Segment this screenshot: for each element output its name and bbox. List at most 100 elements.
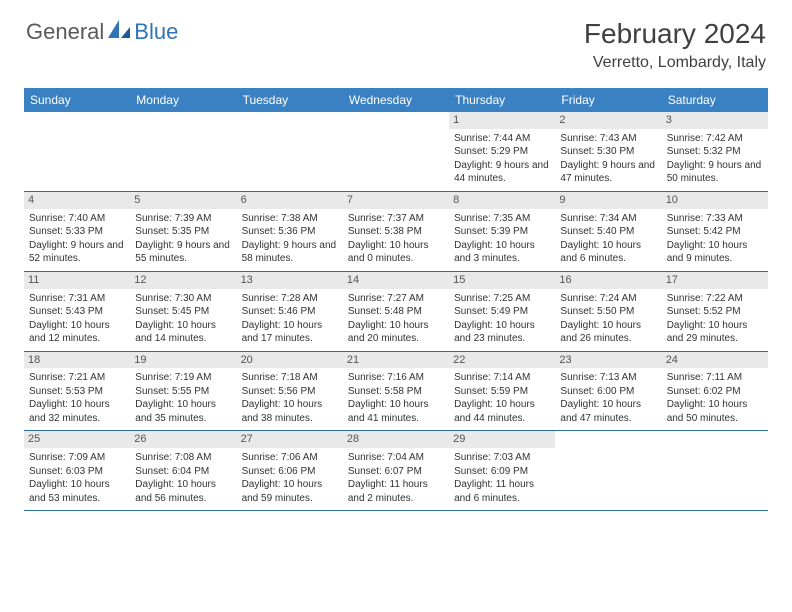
daylight-text: Daylight: 10 hours and 0 minutes. [348, 239, 444, 266]
logo-sail-icon [106, 18, 132, 45]
sunrise-text: Sunrise: 7:35 AM [454, 212, 550, 226]
day-number: 14 [343, 272, 449, 289]
daylight-text: Daylight: 9 hours and 52 minutes. [29, 239, 125, 266]
day-number: 4 [24, 192, 130, 209]
sunset-text: Sunset: 5:55 PM [135, 385, 231, 399]
calendar-day-cell [555, 431, 661, 510]
calendar-day-cell: 7Sunrise: 7:37 AMSunset: 5:38 PMDaylight… [343, 192, 449, 271]
weekday-header-row: Sunday Monday Tuesday Wednesday Thursday… [24, 88, 768, 112]
day-number: 9 [555, 192, 661, 209]
calendar-grid: Sunday Monday Tuesday Wednesday Thursday… [24, 88, 768, 511]
sunset-text: Sunset: 5:59 PM [454, 385, 550, 399]
sunrise-text: Sunrise: 7:08 AM [135, 451, 231, 465]
day-number: 16 [555, 272, 661, 289]
calendar-day-cell: 20Sunrise: 7:18 AMSunset: 5:56 PMDayligh… [237, 352, 343, 431]
calendar-week-row: 25Sunrise: 7:09 AMSunset: 6:03 PMDayligh… [24, 431, 768, 511]
day-number: 15 [449, 272, 555, 289]
day-number: 6 [237, 192, 343, 209]
calendar-day-cell: 2Sunrise: 7:43 AMSunset: 5:30 PMDaylight… [555, 112, 661, 191]
daylight-text: Daylight: 10 hours and 47 minutes. [560, 398, 656, 425]
sunset-text: Sunset: 5:52 PM [667, 305, 763, 319]
day-number: 21 [343, 352, 449, 369]
daylight-text: Daylight: 10 hours and 35 minutes. [135, 398, 231, 425]
sunset-text: Sunset: 5:35 PM [135, 225, 231, 239]
sunset-text: Sunset: 5:46 PM [242, 305, 338, 319]
sunset-text: Sunset: 6:04 PM [135, 465, 231, 479]
calendar-day-cell: 22Sunrise: 7:14 AMSunset: 5:59 PMDayligh… [449, 352, 555, 431]
calendar-day-cell: 5Sunrise: 7:39 AMSunset: 5:35 PMDaylight… [130, 192, 236, 271]
day-number: 5 [130, 192, 236, 209]
daylight-text: Daylight: 10 hours and 6 minutes. [560, 239, 656, 266]
daylight-text: Daylight: 10 hours and 14 minutes. [135, 319, 231, 346]
sunrise-text: Sunrise: 7:24 AM [560, 292, 656, 306]
day-number: 10 [662, 192, 768, 209]
daylight-text: Daylight: 10 hours and 23 minutes. [454, 319, 550, 346]
calendar-week-row: 1Sunrise: 7:44 AMSunset: 5:29 PMDaylight… [24, 112, 768, 192]
calendar-day-cell: 24Sunrise: 7:11 AMSunset: 6:02 PMDayligh… [662, 352, 768, 431]
sunrise-text: Sunrise: 7:31 AM [29, 292, 125, 306]
title-block: February 2024 Verretto, Lombardy, Italy [584, 18, 766, 72]
sunset-text: Sunset: 6:02 PM [667, 385, 763, 399]
daylight-text: Daylight: 10 hours and 56 minutes. [135, 478, 231, 505]
calendar-day-cell [343, 112, 449, 191]
day-number: 19 [130, 352, 236, 369]
calendar-day-cell: 18Sunrise: 7:21 AMSunset: 5:53 PMDayligh… [24, 352, 130, 431]
calendar-week-row: 4Sunrise: 7:40 AMSunset: 5:33 PMDaylight… [24, 192, 768, 272]
calendar-day-cell: 27Sunrise: 7:06 AMSunset: 6:06 PMDayligh… [237, 431, 343, 510]
sunset-text: Sunset: 6:09 PM [454, 465, 550, 479]
day-number: 28 [343, 431, 449, 448]
calendar-day-cell: 9Sunrise: 7:34 AMSunset: 5:40 PMDaylight… [555, 192, 661, 271]
calendar-day-cell: 10Sunrise: 7:33 AMSunset: 5:42 PMDayligh… [662, 192, 768, 271]
day-number: 8 [449, 192, 555, 209]
day-number: 26 [130, 431, 236, 448]
daylight-text: Daylight: 10 hours and 3 minutes. [454, 239, 550, 266]
daylight-text: Daylight: 10 hours and 32 minutes. [29, 398, 125, 425]
logo-text-blue: Blue [134, 19, 178, 45]
calendar-day-cell: 12Sunrise: 7:30 AMSunset: 5:45 PMDayligh… [130, 272, 236, 351]
sunrise-text: Sunrise: 7:18 AM [242, 371, 338, 385]
sunrise-text: Sunrise: 7:33 AM [667, 212, 763, 226]
day-number: 13 [237, 272, 343, 289]
daylight-text: Daylight: 9 hours and 50 minutes. [667, 159, 763, 186]
calendar-week-row: 11Sunrise: 7:31 AMSunset: 5:43 PMDayligh… [24, 272, 768, 352]
daylight-text: Daylight: 10 hours and 26 minutes. [560, 319, 656, 346]
sunrise-text: Sunrise: 7:11 AM [667, 371, 763, 385]
daylight-text: Daylight: 9 hours and 47 minutes. [560, 159, 656, 186]
daylight-text: Daylight: 10 hours and 38 minutes. [242, 398, 338, 425]
weekday-header: Tuesday [237, 88, 343, 112]
calendar-day-cell: 4Sunrise: 7:40 AMSunset: 5:33 PMDaylight… [24, 192, 130, 271]
sunset-text: Sunset: 5:49 PM [454, 305, 550, 319]
sunset-text: Sunset: 6:03 PM [29, 465, 125, 479]
sunrise-text: Sunrise: 7:34 AM [560, 212, 656, 226]
sunrise-text: Sunrise: 7:38 AM [242, 212, 338, 226]
sunset-text: Sunset: 6:06 PM [242, 465, 338, 479]
sunrise-text: Sunrise: 7:30 AM [135, 292, 231, 306]
calendar-day-cell: 6 Sunrise: 7:38 AMSunset: 5:36 PMDaylight… [237, 192, 343, 271]
calendar-day-cell: 23Sunrise: 7:13 AMSunset: 6:00 PMDayligh… [555, 352, 661, 431]
sunset-text: Sunset: 5:39 PM [454, 225, 550, 239]
day-number: 11 [24, 272, 130, 289]
sunrise-text: Sunrise: 7:25 AM [454, 292, 550, 306]
sunset-text: Sunset: 5:38 PM [348, 225, 444, 239]
daylight-text: Daylight: 9 hours and 44 minutes. [454, 159, 550, 186]
sunrise-text: Sunrise: 7:22 AM [667, 292, 763, 306]
weekday-header: Monday [130, 88, 236, 112]
day-number: 17 [662, 272, 768, 289]
daylight-text: Daylight: 10 hours and 41 minutes. [348, 398, 444, 425]
sunset-text: Sunset: 5:58 PM [348, 385, 444, 399]
sunrise-text: Sunrise: 7:06 AM [242, 451, 338, 465]
sunrise-text: Sunrise: 7:37 AM [348, 212, 444, 226]
location-subtitle: Verretto, Lombardy, Italy [584, 54, 766, 72]
daylight-text: Daylight: 10 hours and 29 minutes. [667, 319, 763, 346]
daylight-text: Daylight: 9 hours and 58 minutes. [242, 239, 338, 266]
sunrise-text: Sunrise: 7:16 AM [348, 371, 444, 385]
sunset-text: Sunset: 5:32 PM [667, 145, 763, 159]
day-number: 2 [555, 112, 661, 129]
sunset-text: Sunset: 5:36 PM [242, 225, 338, 239]
day-number: 27 [237, 431, 343, 448]
sunset-text: Sunset: 5:53 PM [29, 385, 125, 399]
sunrise-text: Sunrise: 7:19 AM [135, 371, 231, 385]
sunrise-text: Sunrise: 7:40 AM [29, 212, 125, 226]
day-number: 20 [237, 352, 343, 369]
calendar-day-cell: 19 Sunrise: 7:19 AMSunset: 5:55 PMDayligh… [130, 352, 236, 431]
